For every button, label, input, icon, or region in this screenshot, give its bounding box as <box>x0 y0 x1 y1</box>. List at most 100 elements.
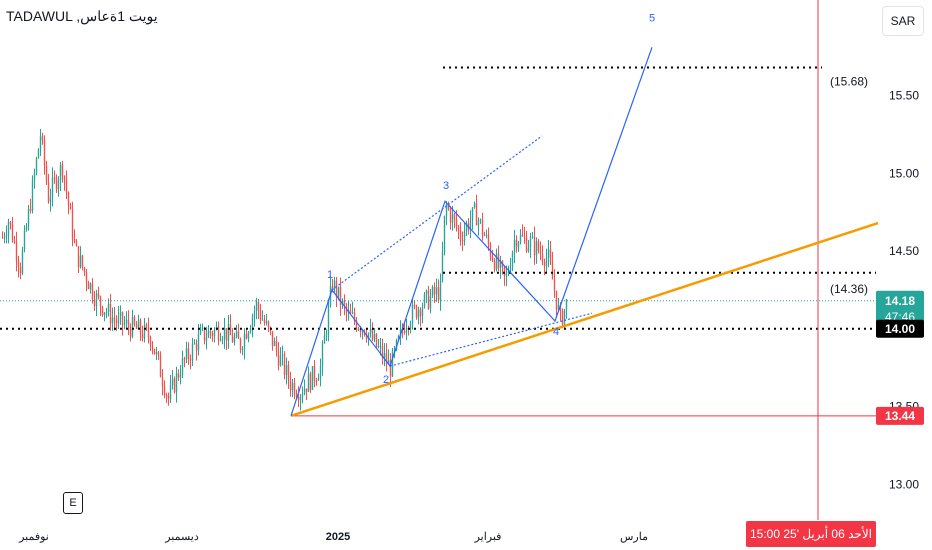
candle-body <box>387 360 390 364</box>
candle-body <box>203 327 206 341</box>
candle-body <box>477 220 480 226</box>
candle-body <box>553 279 556 291</box>
candle-body <box>533 236 536 256</box>
time-tick-label: مارس <box>620 531 648 543</box>
candle-body <box>237 331 240 339</box>
candle-body <box>439 280 442 301</box>
candle-body <box>267 321 270 328</box>
candle-body <box>355 320 358 330</box>
candle-body <box>539 251 542 254</box>
candle-body <box>223 328 226 340</box>
candle-body <box>205 337 208 341</box>
candle-body <box>415 305 418 318</box>
candle-body <box>519 234 522 243</box>
candle-body <box>307 373 310 392</box>
candle-body <box>367 333 370 340</box>
candle-body <box>131 316 134 337</box>
candle-body <box>59 164 62 181</box>
candle-body <box>233 336 236 343</box>
candle-body <box>135 324 138 329</box>
candle-body <box>411 304 414 325</box>
candle-body <box>285 365 288 376</box>
candle-body <box>65 179 68 193</box>
candle-body <box>483 234 486 236</box>
candle-body <box>181 358 184 376</box>
candle-body <box>549 249 552 263</box>
candle-body <box>395 339 398 349</box>
candle-body <box>3 237 6 239</box>
candle-body <box>497 253 500 269</box>
candle-body <box>531 236 534 239</box>
candle-body <box>369 329 372 334</box>
candle-body <box>435 287 438 295</box>
candle-body <box>257 301 260 311</box>
candle-body <box>147 327 150 338</box>
candle-body <box>183 358 186 360</box>
candle-body <box>95 293 98 307</box>
candle-body <box>475 203 478 226</box>
candle-body <box>381 345 384 359</box>
candle-body <box>63 176 66 180</box>
candle-body <box>5 234 8 238</box>
candle-body <box>253 311 256 318</box>
candle-body <box>247 332 250 339</box>
candle-body <box>61 164 64 177</box>
candle-body <box>317 378 320 381</box>
candle-body <box>151 345 154 349</box>
candle-body <box>1 237 4 239</box>
level-badge-13-44-text: 13.44 <box>885 409 915 423</box>
candle-body <box>523 235 526 238</box>
candle-body <box>365 335 368 340</box>
candle-body <box>221 339 224 341</box>
candle-body <box>9 221 12 225</box>
time-cursor-label: الأحد 06 أبريل '25 15:00 <box>750 526 872 541</box>
candle-body <box>123 323 126 325</box>
candle-body <box>161 377 164 387</box>
candle-body <box>271 330 274 346</box>
candle-body <box>529 238 532 248</box>
candle-body <box>405 327 408 333</box>
candle-body <box>543 261 546 266</box>
currency-button[interactable]: SAR <box>882 6 924 36</box>
candle-body <box>479 219 482 221</box>
time-tick-label: 2025 <box>326 531 350 543</box>
candle-body <box>231 334 234 343</box>
candle-body <box>451 214 454 223</box>
candle-body <box>177 373 180 378</box>
candle-body <box>81 255 84 268</box>
candle-body <box>505 273 508 277</box>
earnings-event-badge[interactable]: E <box>63 492 83 514</box>
candle-body <box>255 301 258 312</box>
candle-body <box>19 267 22 274</box>
candle-body <box>145 324 148 328</box>
current-price-badge <box>876 290 924 327</box>
candle-body <box>47 182 50 203</box>
candle-body <box>207 330 210 338</box>
candle-body <box>55 177 58 190</box>
candle-body <box>321 343 324 367</box>
wave-label-2: 2 <box>383 374 389 386</box>
candle-body <box>157 351 160 356</box>
candle-body <box>51 177 54 198</box>
candle-body <box>413 304 416 306</box>
candle-body <box>213 329 216 337</box>
candle-body <box>211 333 214 337</box>
price-tick-label: 15.50 <box>889 89 919 103</box>
candle-body <box>289 380 292 391</box>
candle-body <box>473 203 476 208</box>
candle-body <box>219 339 222 341</box>
candle-body <box>201 327 204 329</box>
candle-body <box>503 266 506 277</box>
candle-body <box>311 366 314 390</box>
candle-body <box>315 380 318 382</box>
candle-body <box>41 136 44 141</box>
candle-body <box>373 333 376 340</box>
candle-body <box>557 304 560 310</box>
candle-body <box>327 304 330 333</box>
candle-body <box>403 330 406 333</box>
candle-body <box>485 234 488 236</box>
candle-body <box>433 286 436 295</box>
level-badge-13-44 <box>876 406 924 425</box>
wave-label-5: 5 <box>649 12 655 24</box>
